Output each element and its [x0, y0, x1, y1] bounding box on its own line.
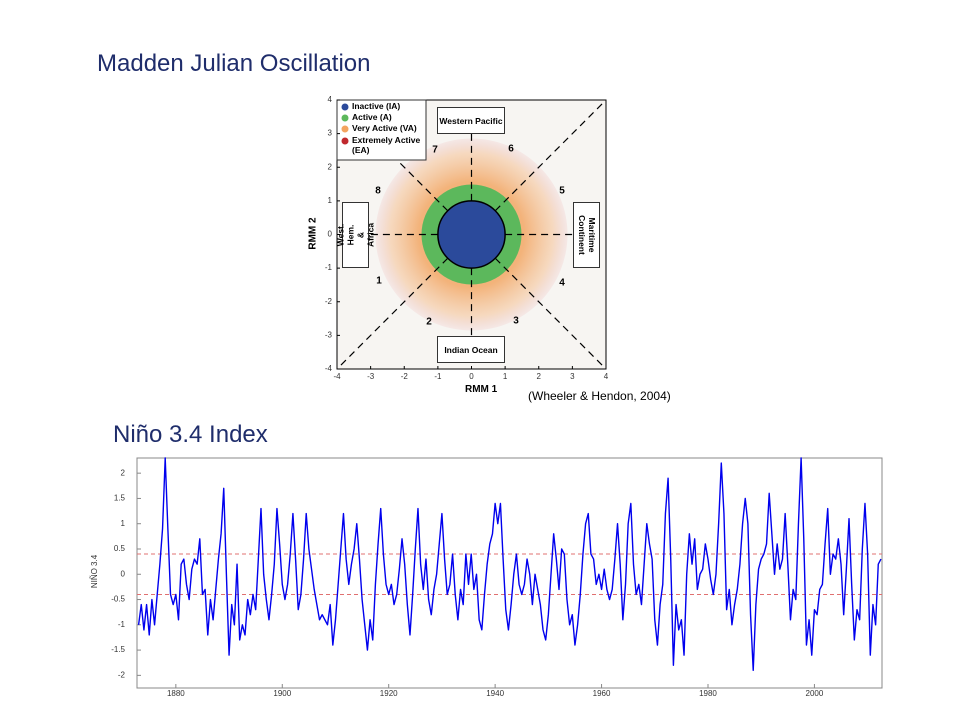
- x-tick-label: 4: [604, 372, 609, 381]
- y-tick-label: -3: [325, 330, 333, 339]
- y-tick-label: -2: [325, 297, 333, 306]
- phase-label: 7: [432, 145, 438, 156]
- x-tick-label: -1: [434, 372, 442, 381]
- x-tick-label: 1: [503, 372, 508, 381]
- y-tick-label: 0.5: [114, 544, 126, 553]
- legend-label: Inactive (IA): [352, 101, 401, 111]
- nino-plot-area: [136, 457, 883, 689]
- phase-label: 2: [426, 317, 432, 328]
- y-tick-label: 3: [328, 129, 333, 138]
- x-tick-label: 2: [537, 372, 542, 381]
- x-tick-label: -3: [367, 372, 375, 381]
- legend-box: [336, 99, 427, 161]
- phase-label: 3: [513, 316, 519, 327]
- y-tick-label: 0: [328, 230, 333, 239]
- x-tick-label: 2000: [806, 689, 824, 698]
- legend-label: Active (A): [352, 112, 392, 122]
- y-tick-label: -2: [118, 670, 126, 679]
- region-box: West. Hem. & Africa: [336, 202, 376, 268]
- legend-label: Extremely Active (EA): [352, 135, 421, 155]
- x-tick-label: 1960: [593, 689, 611, 698]
- y-axis-label: RMM 2: [307, 217, 319, 250]
- region-label: West. Hem. & Africa: [335, 222, 376, 248]
- x-axis-label: RMM 1: [465, 384, 498, 395]
- y-tick-label: -1: [325, 263, 333, 272]
- region-label: Indian Ocean: [437, 336, 505, 363]
- y-tick-label: -1.5: [111, 645, 125, 654]
- chart-title: Niño 3.4 Index: [113, 421, 268, 448]
- inactive-disc: [437, 200, 506, 269]
- phase-divider: [336, 257, 449, 370]
- y-axis-label: NIÑO 3.4: [90, 554, 100, 589]
- phase-label: 4: [559, 278, 565, 289]
- x-tick-label: 0: [469, 372, 474, 381]
- y-tick-label: 0: [121, 569, 126, 578]
- x-tick-label: 3: [570, 372, 575, 381]
- x-tick-label: 1940: [486, 689, 504, 698]
- phase-label: 8: [375, 186, 381, 197]
- phase-label: 1: [376, 276, 382, 287]
- x-tick-label: 1980: [699, 689, 717, 698]
- legend-marker: [341, 137, 349, 145]
- region-label: Maritime Continent: [576, 215, 597, 255]
- source-note: (Wheeler & Hendon, 2004): [528, 389, 671, 403]
- y-tick-label: -0.5: [111, 595, 125, 604]
- y-tick-label: 1: [328, 196, 333, 205]
- x-tick-label: 1880: [167, 689, 185, 698]
- region-box: Maritime Continent: [573, 202, 600, 268]
- y-tick-label: 1.5: [114, 494, 126, 503]
- x-tick-label: -2: [401, 372, 409, 381]
- legend-marker: [341, 114, 349, 122]
- y-tick-label: 2: [328, 162, 333, 171]
- phase-label: 6: [508, 144, 514, 155]
- x-tick-label: 1900: [273, 689, 291, 698]
- x-tick-label: -4: [333, 372, 341, 381]
- phase-label: 5: [559, 186, 565, 197]
- y-tick-label: -1: [118, 620, 126, 629]
- y-tick-label: -4: [325, 364, 333, 373]
- legend-label: Very Active (VA): [352, 123, 417, 133]
- data-line: [137, 457, 882, 672]
- phase-divider: [494, 99, 607, 212]
- y-tick-label: 1: [121, 519, 126, 528]
- phase-divider: [494, 257, 607, 370]
- region-label: Western Pacific: [437, 107, 505, 134]
- y-tick-label: 2: [121, 468, 126, 477]
- y-tick-label: 4: [328, 95, 333, 104]
- chart-title: Madden Julian Oscillation: [97, 50, 371, 77]
- legend-marker: [341, 125, 349, 133]
- legend-marker: [341, 103, 349, 111]
- x-tick-label: 1920: [380, 689, 398, 698]
